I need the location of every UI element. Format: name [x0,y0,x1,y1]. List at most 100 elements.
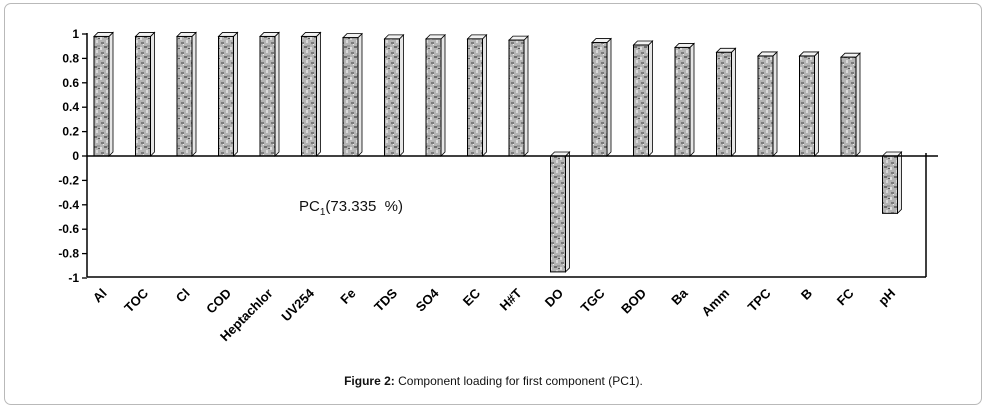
x-tick-label: Ba [668,285,691,308]
y-tick-label: 0.4 [62,100,79,114]
bar-side [191,31,197,157]
bar-top [632,40,654,46]
y-tick-label: 0.2 [62,125,79,139]
bar-front [301,35,317,157]
caption-text: Component loading for first component (P… [394,374,643,388]
bar-side [233,31,238,157]
figure-caption: Figure 2: Component loading for first co… [0,374,987,388]
y-tick-label: 0.6 [62,76,79,90]
x-tick-label: B [798,286,815,303]
bar [425,33,446,157]
bar-side [108,31,114,157]
bar-front [840,56,857,157]
bar-top [425,34,446,40]
bar-top [217,32,239,37]
bar-side [855,52,861,157]
bar-front [342,37,359,157]
y-tick-label: -0.2 [58,173,79,187]
bar [508,35,529,157]
x-tick-label: Cl [173,286,193,306]
bar-side [772,50,778,157]
bar-side [357,32,363,157]
bar [674,42,695,157]
bar-side [440,33,446,157]
x-tick-label: Al [90,286,110,306]
bar-front [882,155,898,214]
bar-top [93,32,114,37]
x-tick-label: Fe [337,286,358,307]
bar [134,31,156,157]
bar-front [633,44,649,157]
x-tick-label: COD [203,286,234,317]
bar [342,32,363,157]
x-tick-label: TDS [371,285,400,314]
bar-front [674,46,691,157]
y-tick-label: 0 [72,149,79,163]
y-axis-ticks: -1 -0.8 -0.6 -0.4 -0.2 0 0.2 0.4 0.6 0.8 1 [58,27,87,285]
bar-side [523,35,529,157]
bar-top [508,35,529,41]
bar-top [757,51,778,57]
bar [383,33,405,157]
bar-side [565,151,570,273]
bar-front [591,42,608,157]
x-tick-label: DO [542,286,566,310]
bar [840,52,861,157]
bar-front [550,155,566,273]
annotation-prefix: PC [299,198,320,215]
bar [591,37,612,157]
annotation-suffix: (73.335 %) [325,198,403,215]
bar-front [259,35,276,157]
bar-side [316,31,321,157]
bar-side [648,40,653,157]
x-tick-label: TGC [578,285,608,315]
y-tick-label: 1 [72,27,79,41]
bar-top [715,47,737,53]
bar-front [508,39,525,157]
x-tick-label: FC [834,285,857,308]
x-tick-label: EC [460,285,484,309]
y-tick-label: -1 [68,271,79,285]
bar-side [897,151,902,215]
bar [176,31,197,157]
bar-side [731,47,736,157]
bar-front [176,35,193,157]
y-tick-label: -0.8 [58,247,79,261]
bar-side [150,31,155,157]
bar-front [93,35,110,157]
x-tick-label: UV254 [278,285,317,324]
caption-label: Figure 2: [344,374,395,388]
bar-top [591,38,612,43]
bar-top [798,51,820,57]
bar [259,31,280,157]
y-tick-label: 0.8 [62,51,79,65]
bar-front [467,38,483,157]
bar-side [689,42,695,157]
bar [881,151,903,215]
bar-top [466,34,488,40]
bar-front [799,55,815,157]
bar [798,50,820,157]
bar-side [482,33,487,157]
bar [300,31,322,157]
x-tick-label: pH [875,286,898,309]
bar-front [218,35,234,157]
bar-side [274,31,280,157]
bar-front [757,55,774,157]
bar-top [342,33,363,39]
x-tick-label: TOC [121,285,151,315]
bar-top [300,32,322,37]
bar-top [134,32,156,37]
bar-top [383,34,405,40]
annotation-pc1: PC1(73.335 %) [299,198,403,218]
bar-top [840,52,861,58]
bar-side [814,50,819,157]
x-tick-label: H#T [497,285,525,313]
annotation-subscript: 1 [320,207,326,218]
bar [217,31,239,157]
bar-top [176,32,197,37]
bar-front [384,38,400,157]
bar [715,47,737,157]
bar-top [674,43,695,48]
